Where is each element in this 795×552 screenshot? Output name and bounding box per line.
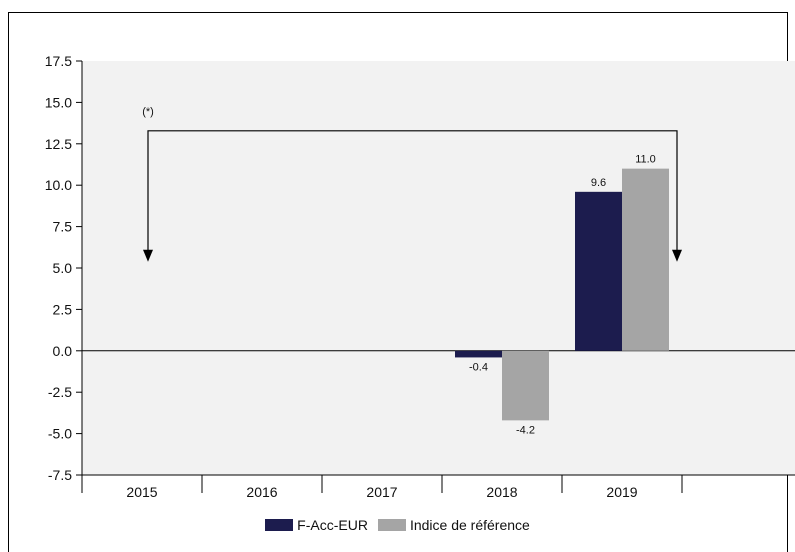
y-tick-label: 17.5 <box>45 53 72 69</box>
x-tick-label: 2017 <box>366 484 397 500</box>
bar <box>502 350 549 421</box>
y-tick-label: 0.0 <box>53 343 73 359</box>
y-tick-label: 2.5 <box>53 301 73 317</box>
x-tick-label: 2019 <box>606 484 637 500</box>
x-tick-label: 2016 <box>246 484 277 500</box>
bar <box>622 168 669 351</box>
y-tick-label: -7.5 <box>48 467 72 483</box>
annotation-arrowhead-right <box>672 249 682 262</box>
legend-label-f-acc-eur: F-Acc-EUR <box>297 517 368 533</box>
annotation-label: (*) <box>142 106 154 118</box>
annotation-arrowhead-left <box>143 249 153 262</box>
annotation-bracket <box>147 130 678 252</box>
bar-chart: 17.5 15.0 12.5 10.0 7.5 5.0 2.5 0.0 -2.5 -5.0 -7.5… <box>45 53 795 500</box>
legend-item-f-acc-eur: F-Acc-EUR <box>265 517 368 533</box>
y-tick-label: 15.0 <box>45 94 72 110</box>
bar <box>455 350 502 358</box>
legend-swatch-f-acc-eur <box>265 519 294 531</box>
y-tick-label: 5.0 <box>53 260 73 276</box>
bar-data-label: 11.0 <box>635 154 656 166</box>
y-tick-label: 12.5 <box>45 136 72 152</box>
legend-item-indice: Indice de référence <box>377 517 530 533</box>
legend-swatch-indice <box>377 519 406 531</box>
x-tick-label: 2018 <box>486 484 517 500</box>
bar-data-label: -0.4 <box>469 361 488 373</box>
y-tick-label: -2.5 <box>48 384 72 400</box>
y-tick-label: 7.5 <box>53 219 73 235</box>
x-tick-label: 2015 <box>126 484 157 500</box>
bar-data-label: 9.6 <box>591 177 606 189</box>
bar <box>575 191 622 351</box>
chart-legend: F-Acc-EUR Indice de référence <box>0 515 795 535</box>
y-tick-label: 10.0 <box>45 177 72 193</box>
plot-area <box>82 61 795 475</box>
y-tick-label: -5.0 <box>48 426 72 442</box>
bar-data-label: -4.2 <box>516 424 535 436</box>
legend-label-indice: Indice de référence <box>409 517 530 533</box>
